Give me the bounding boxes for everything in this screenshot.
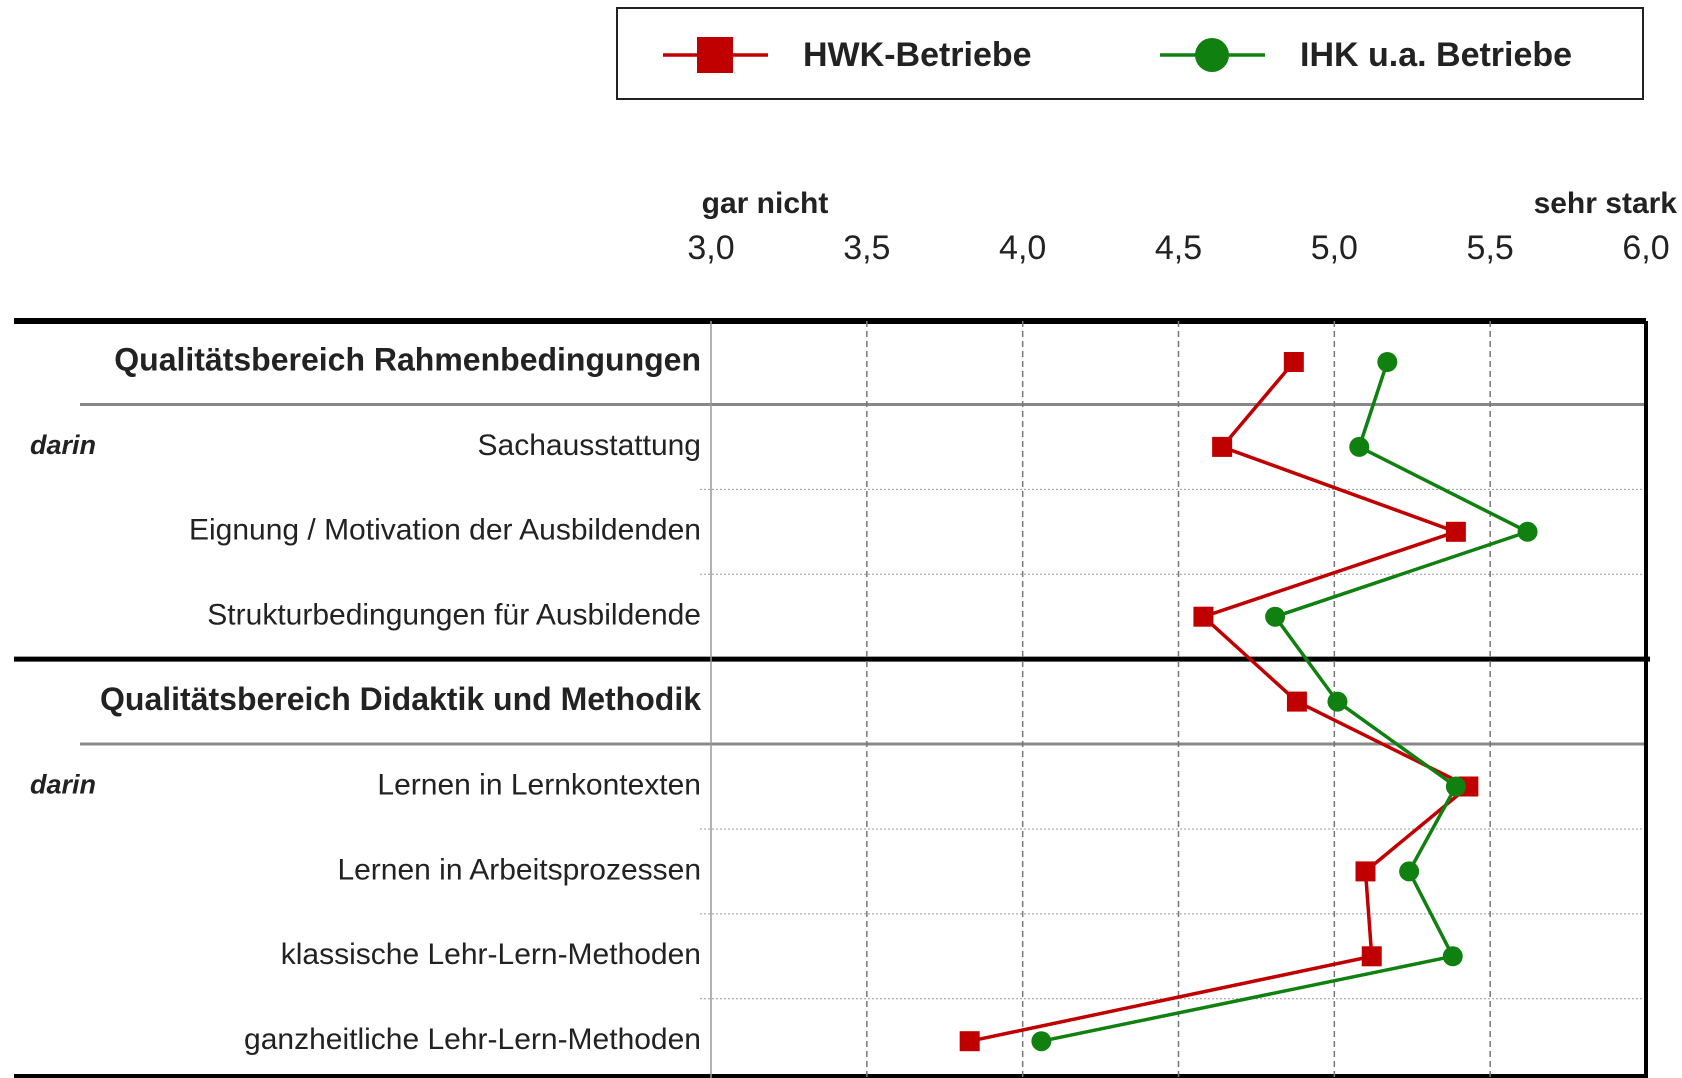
legend-marker (1195, 38, 1229, 72)
axis-label-left: gar nicht (702, 187, 829, 220)
marker (1377, 352, 1398, 372)
category-label: Eignung / Motivation der Ausbildenden (189, 514, 701, 547)
x-tick-label: 3,5 (843, 229, 890, 267)
marker (1286, 691, 1307, 712)
series-line (1041, 361, 1533, 1043)
legend-label: HWK-Betriebe (803, 36, 1032, 74)
annotation: darin (30, 770, 96, 800)
marker (1031, 1031, 1052, 1052)
marker (1517, 521, 1538, 542)
legend-label: IHK u.a. Betriebe (1300, 36, 1572, 74)
marker (1283, 352, 1304, 372)
x-tick-label: 5,5 (1467, 229, 1514, 267)
marker (1355, 861, 1376, 882)
category-label: Strukturbedingungen für Ausbildende (207, 599, 701, 632)
category-label: Lernen in Arbeitsprozessen (337, 853, 701, 886)
x-tick-label: 4,5 (1155, 229, 1202, 267)
marker (959, 1031, 980, 1052)
x-tick-label: 5,0 (1311, 229, 1358, 267)
category-label: Lernen in Lernkontexten (377, 768, 701, 801)
group-header: Qualitätsbereich Didaktik und Methodik (100, 681, 701, 717)
x-tick-label: 4,0 (999, 229, 1046, 267)
group-header: Qualitätsbereich Rahmenbedingungen (114, 341, 701, 377)
marker (1445, 776, 1466, 797)
category-label: klassische Lehr-Lern-Methoden (281, 938, 701, 971)
marker (1442, 946, 1463, 967)
x-tick-label: 3,0 (687, 229, 734, 267)
category-label: ganzheitliche Lehr-Lern-Methoden (244, 1023, 701, 1056)
marker (1193, 606, 1214, 627)
marker (1445, 521, 1466, 542)
marker (1265, 606, 1286, 627)
legend-box (616, 7, 1644, 100)
category-label: Sachausstattung (478, 429, 702, 462)
marker (1399, 861, 1420, 882)
legend-marker (697, 37, 733, 73)
axis-label-right: sehr stark (1534, 187, 1678, 220)
x-tick-label: 6,0 (1622, 229, 1669, 267)
marker (1349, 436, 1370, 457)
marker (1361, 946, 1382, 967)
marker (1327, 691, 1348, 712)
annotation: darin (30, 430, 96, 460)
marker (1212, 436, 1233, 457)
